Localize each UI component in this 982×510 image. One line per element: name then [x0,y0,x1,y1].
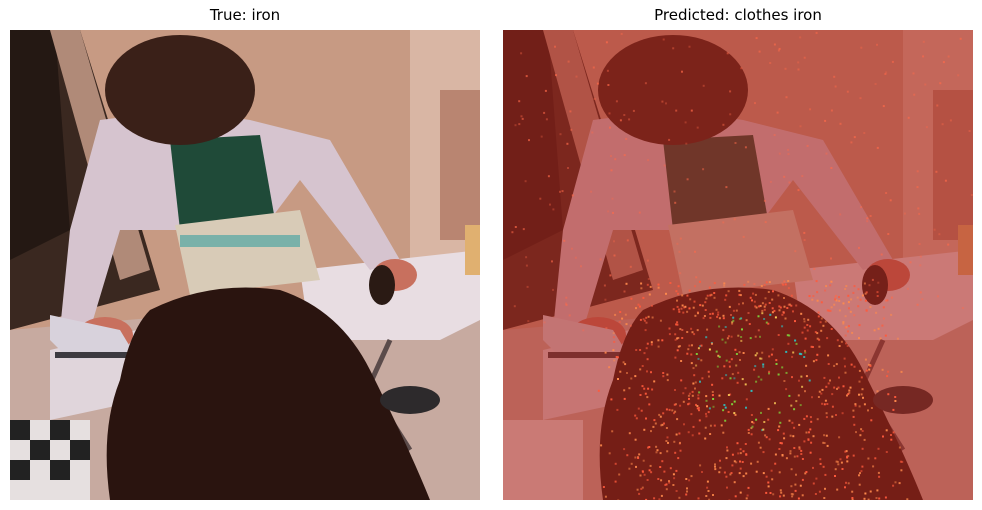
saliency-overlay-image [503,30,973,500]
saliency-speckles [511,31,973,500]
original-photo [10,30,480,500]
right-panel-title: Predicted: clothes iron [654,6,822,24]
saliency-overlay-photo [503,30,973,500]
left-panel-title: True: iron [209,6,281,24]
right-panel: Predicted: clothes iron [503,0,973,510]
left-panel: True: iron [10,0,480,510]
original-image [10,30,480,500]
